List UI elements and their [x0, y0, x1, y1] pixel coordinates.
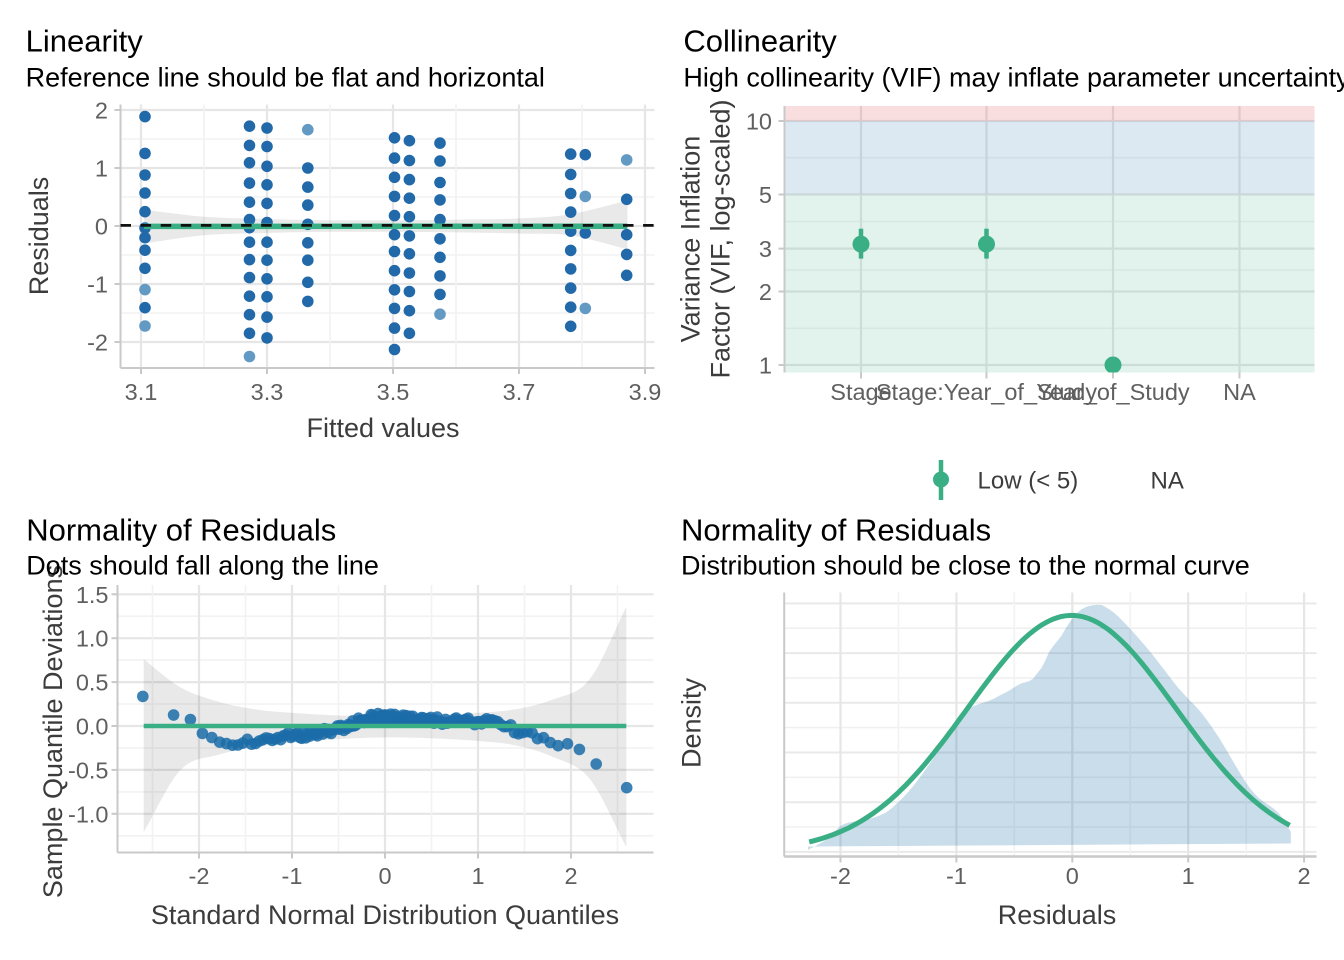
- svg-text:Residuals: Residuals: [998, 900, 1117, 930]
- svg-text:Year_of_Study: Year_of_Study: [1036, 379, 1190, 405]
- svg-text:1.0: 1.0: [76, 626, 109, 652]
- svg-text:Low (< 5): Low (< 5): [978, 468, 1079, 495]
- svg-text:3.3: 3.3: [251, 379, 284, 405]
- svg-text:1: 1: [471, 863, 484, 889]
- svg-text:-2: -2: [189, 863, 210, 889]
- svg-text:Stage:Year_of_Study: Stage:Year_of_Study: [876, 379, 1098, 405]
- svg-text:Fitted values: Fitted values: [306, 413, 459, 443]
- svg-text:3.7: 3.7: [503, 379, 536, 405]
- svg-text:-2: -2: [87, 330, 108, 356]
- svg-text:0: 0: [1066, 863, 1079, 889]
- svg-text:-0.5: -0.5: [68, 757, 109, 783]
- svg-text:Dots should fall along the lin: Dots should fall along the line: [26, 551, 379, 581]
- svg-text:2: 2: [95, 98, 108, 124]
- svg-text:2: 2: [759, 279, 772, 305]
- svg-text:Collinearity: Collinearity: [683, 24, 837, 59]
- svg-text:Standard Normal Distribution Q: Standard Normal Distribution Quantiles: [151, 900, 619, 930]
- svg-text:NA: NA: [1223, 379, 1256, 405]
- svg-text:3.1: 3.1: [125, 379, 158, 405]
- svg-text:0: 0: [95, 214, 108, 240]
- svg-text:1: 1: [759, 353, 772, 379]
- svg-text:10: 10: [746, 109, 772, 135]
- svg-text:5: 5: [759, 182, 772, 208]
- svg-text:1: 1: [1182, 863, 1195, 889]
- svg-text:-1: -1: [946, 863, 967, 889]
- svg-text:-2: -2: [830, 863, 851, 889]
- svg-text:0.0: 0.0: [76, 714, 109, 740]
- svg-text:3.5: 3.5: [377, 379, 410, 405]
- svg-text:3: 3: [759, 236, 772, 262]
- svg-text:Factor (VIF, log-scaled): Factor (VIF, log-scaled): [706, 99, 736, 378]
- svg-text:0.5: 0.5: [76, 670, 109, 696]
- svg-text:Linearity: Linearity: [26, 24, 144, 59]
- svg-text:2: 2: [1298, 863, 1311, 889]
- svg-text:Residuals: Residuals: [24, 177, 54, 296]
- svg-text:High collinearity (VIF) may in: High collinearity (VIF) may inflate para…: [683, 63, 1344, 93]
- svg-text:NA: NA: [1151, 468, 1184, 495]
- svg-text:Distribution should be close t: Distribution should be close to the norm…: [681, 551, 1250, 581]
- svg-text:-1: -1: [87, 272, 108, 298]
- svg-text:Sample Quantile Deviations: Sample Quantile Deviations: [38, 565, 68, 898]
- svg-text:Reference line should be flat: Reference line should be flat and horizo…: [26, 63, 545, 93]
- svg-text:-1.0: -1.0: [68, 801, 109, 827]
- svg-text:2: 2: [564, 863, 577, 889]
- svg-text:Density: Density: [677, 677, 707, 768]
- svg-text:Stage: Stage: [830, 379, 891, 405]
- svg-text:Variance Inflation: Variance Inflation: [676, 136, 706, 343]
- svg-text:-1: -1: [282, 863, 303, 889]
- svg-text:0: 0: [378, 863, 391, 889]
- svg-text:Normality of Residuals: Normality of Residuals: [681, 513, 991, 548]
- svg-text:1.5: 1.5: [76, 582, 109, 608]
- svg-text:3.9: 3.9: [629, 379, 662, 405]
- svg-text:1: 1: [95, 156, 108, 182]
- svg-text:Normality of Residuals: Normality of Residuals: [26, 513, 336, 548]
